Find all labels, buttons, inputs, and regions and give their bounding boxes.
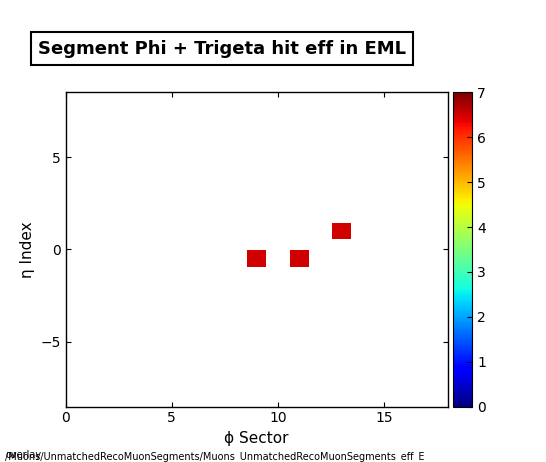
Text: /Muons/UnmatchedRecoMuonSegments/Muons_UnmatchedRecoMuonSegments_eff_E: /Muons/UnmatchedRecoMuonSegments/Muons_U… (5, 451, 425, 462)
Text: overlay: overlay (5, 450, 41, 460)
Y-axis label: η Index: η Index (20, 221, 35, 278)
X-axis label: ϕ Sector: ϕ Sector (224, 431, 289, 446)
Bar (247, 250, 266, 267)
Bar (332, 223, 351, 239)
Bar (289, 250, 308, 267)
Text: Segment Phi + Trigeta hit eff in EML: Segment Phi + Trigeta hit eff in EML (38, 40, 406, 57)
